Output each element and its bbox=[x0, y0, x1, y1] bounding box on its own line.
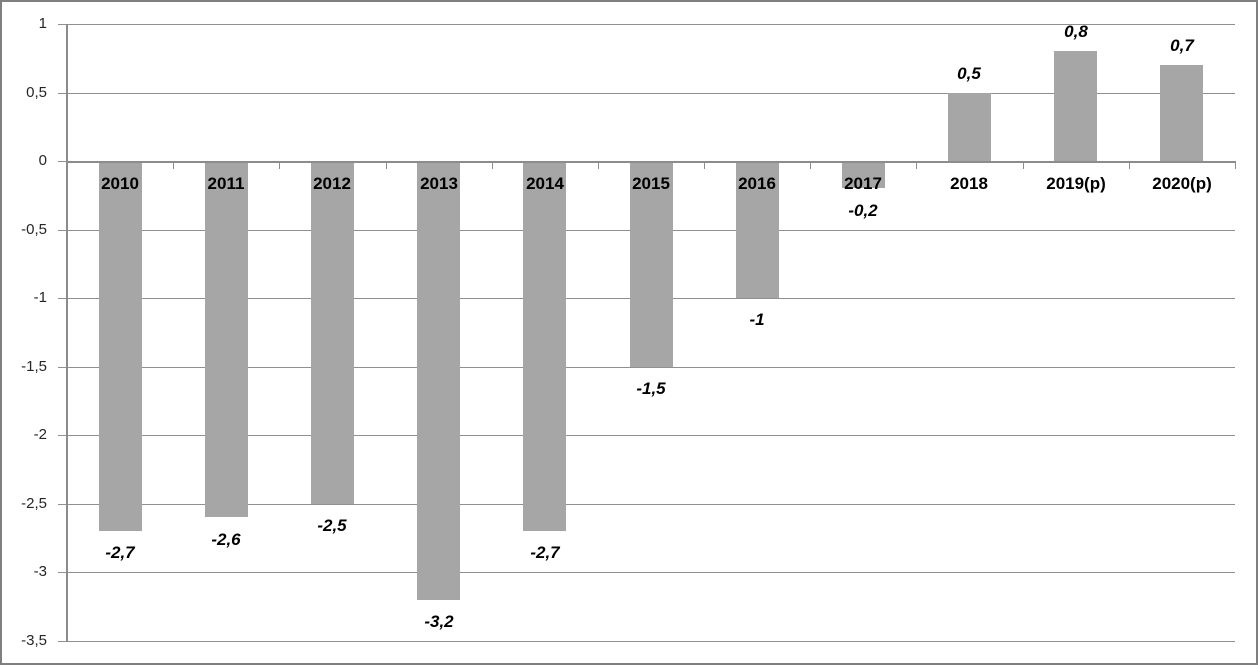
value-label: 0,5 bbox=[957, 64, 981, 83]
category-label: 2017 bbox=[844, 174, 882, 193]
bar bbox=[311, 161, 354, 504]
gridline bbox=[58, 435, 1235, 436]
y-axis-line bbox=[66, 24, 68, 642]
bar bbox=[523, 161, 566, 531]
bar bbox=[842, 161, 885, 188]
bar bbox=[948, 93, 991, 162]
gridline bbox=[58, 641, 1235, 642]
bar bbox=[417, 161, 460, 600]
value-label: -2,6 bbox=[211, 530, 241, 549]
value-label: -3,2 bbox=[424, 612, 454, 631]
y-axis-tick-label: -3 bbox=[33, 563, 47, 580]
y-axis-tick-label: -0,5 bbox=[21, 221, 47, 238]
x-axis-tick bbox=[173, 161, 174, 169]
x-axis-tick bbox=[810, 161, 811, 169]
bar bbox=[99, 161, 142, 531]
category-label: 2013 bbox=[420, 174, 458, 193]
x-axis-line bbox=[67, 161, 1235, 163]
bar bbox=[630, 161, 673, 367]
gridline bbox=[58, 572, 1235, 573]
gridline bbox=[58, 504, 1235, 505]
category-label: 2016 bbox=[738, 174, 776, 193]
category-label: 2011 bbox=[207, 174, 245, 193]
bar bbox=[1160, 65, 1203, 161]
x-axis-tick bbox=[279, 161, 280, 169]
category-label: 2020(p) bbox=[1152, 174, 1212, 193]
y-axis-tick-label: -2 bbox=[33, 426, 47, 443]
value-label: -2,5 bbox=[317, 516, 347, 535]
y-axis-tick-label: -2,5 bbox=[21, 495, 47, 512]
value-label: -1,5 bbox=[636, 379, 666, 398]
value-label: -0,2 bbox=[848, 201, 878, 220]
y-axis-tick-label: 0 bbox=[38, 152, 47, 169]
y-axis-tick-label: -1 bbox=[33, 289, 47, 306]
y-axis-tick-label: -3,5 bbox=[21, 632, 47, 649]
bar bbox=[205, 161, 248, 517]
value-label: 0,7 bbox=[1170, 36, 1194, 55]
y-axis-tick-label: 0,5 bbox=[26, 84, 47, 101]
x-axis-tick bbox=[916, 161, 917, 169]
x-axis-tick bbox=[1235, 161, 1236, 169]
gridline bbox=[58, 367, 1235, 368]
value-label: -2,7 bbox=[105, 543, 135, 562]
y-axis-tick-label: -1,5 bbox=[21, 358, 47, 375]
x-axis-tick bbox=[1129, 161, 1130, 169]
category-label: 2018 bbox=[950, 174, 988, 193]
category-label: 2014 bbox=[526, 174, 564, 193]
value-label: -1 bbox=[749, 310, 765, 329]
x-axis-tick bbox=[386, 161, 387, 169]
category-label: 2019(p) bbox=[1046, 174, 1106, 193]
x-axis-tick bbox=[704, 161, 705, 169]
category-label: 2012 bbox=[313, 174, 351, 193]
category-label: 2015 bbox=[632, 174, 670, 193]
gridline bbox=[58, 93, 1235, 94]
bar bbox=[736, 161, 779, 298]
x-axis-tick bbox=[1023, 161, 1024, 169]
category-label: 2010 bbox=[101, 174, 139, 193]
x-axis-tick bbox=[492, 161, 493, 169]
value-label: 0,8 bbox=[1064, 22, 1088, 41]
gridline bbox=[58, 24, 1235, 25]
value-label: -2,7 bbox=[530, 543, 560, 562]
bar bbox=[1054, 51, 1097, 161]
y-axis-tick-label: 1 bbox=[38, 15, 47, 32]
x-axis-tick bbox=[598, 161, 599, 169]
